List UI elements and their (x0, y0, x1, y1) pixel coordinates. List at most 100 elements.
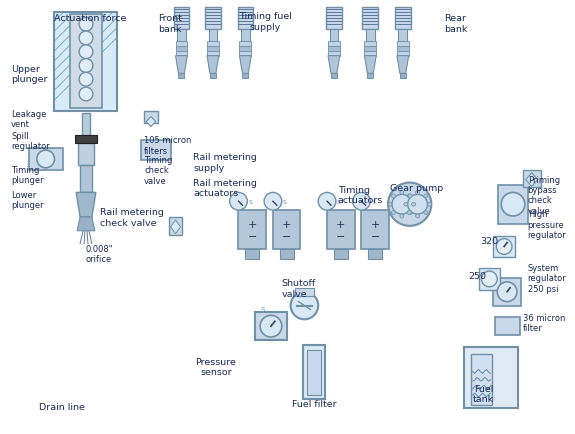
Polygon shape (328, 56, 340, 74)
Bar (367, 74, 373, 79)
Text: Drain line: Drain line (39, 402, 85, 411)
Bar (304, 345, 325, 399)
Text: Timing
check
valve: Timing check valve (144, 156, 172, 185)
Text: S: S (283, 199, 287, 204)
Bar (175, 52, 187, 56)
Bar (239, 42, 251, 47)
Circle shape (427, 203, 431, 207)
Bar (78, 144, 94, 165)
Text: S: S (248, 199, 252, 204)
Circle shape (37, 151, 55, 168)
Circle shape (424, 211, 428, 215)
Bar (493, 278, 521, 306)
Text: System
regulator
250 psi: System regulator 250 psi (528, 263, 566, 293)
Text: +: + (336, 219, 346, 229)
Bar (328, 47, 340, 52)
Bar (243, 74, 248, 79)
Circle shape (79, 88, 93, 102)
Text: 320: 320 (481, 237, 499, 246)
Bar (331, 74, 337, 79)
Bar (174, 8, 189, 30)
Circle shape (352, 193, 370, 210)
Polygon shape (207, 56, 219, 74)
Bar (498, 185, 528, 224)
Text: Timing
actuators: Timing actuators (338, 185, 383, 204)
Circle shape (408, 211, 412, 215)
Bar (308, 350, 321, 395)
Bar (237, 8, 253, 30)
Circle shape (392, 194, 396, 198)
Text: S: S (371, 199, 375, 204)
Polygon shape (365, 56, 376, 74)
Circle shape (290, 292, 318, 319)
Text: Gear pump: Gear pump (390, 184, 443, 193)
Bar (209, 30, 217, 42)
Text: Spill
regulator: Spill regulator (12, 131, 50, 151)
Text: Fuel filter: Fuel filter (292, 399, 336, 408)
Text: −: − (248, 231, 257, 241)
Bar (523, 171, 540, 188)
Circle shape (497, 282, 517, 302)
Circle shape (388, 203, 392, 207)
Bar (334, 250, 348, 260)
Circle shape (400, 214, 404, 218)
Text: Timing
plunger: Timing plunger (12, 166, 44, 185)
Bar (471, 354, 492, 405)
Circle shape (229, 193, 247, 210)
Bar (362, 8, 378, 30)
Polygon shape (239, 56, 251, 74)
Bar (493, 236, 515, 258)
Bar (178, 74, 185, 79)
Circle shape (79, 32, 93, 46)
Circle shape (501, 193, 525, 217)
Bar (175, 42, 187, 47)
Bar (168, 217, 182, 235)
Circle shape (408, 194, 412, 198)
Text: +: + (248, 219, 257, 229)
Polygon shape (76, 193, 96, 217)
Text: Timing fuel
supply: Timing fuel supply (239, 12, 292, 32)
Bar (53, 13, 117, 112)
Bar (329, 30, 338, 42)
Bar (53, 13, 117, 112)
Circle shape (400, 191, 404, 195)
Circle shape (79, 18, 93, 32)
Bar (326, 8, 342, 30)
Circle shape (481, 272, 497, 287)
Text: S: S (337, 199, 341, 204)
Text: +: + (282, 219, 292, 229)
Text: Rail metering
supply: Rail metering supply (193, 153, 257, 172)
Polygon shape (175, 56, 187, 74)
Text: Pressure
sensor: Pressure sensor (196, 357, 236, 376)
Bar (464, 347, 518, 408)
Bar (177, 30, 186, 42)
Text: Rail metering
actuators: Rail metering actuators (193, 178, 257, 198)
Bar (207, 47, 219, 52)
Text: Front
bank: Front bank (158, 14, 182, 34)
Bar (397, 52, 409, 56)
Circle shape (407, 194, 411, 198)
Text: +: + (370, 219, 380, 229)
Circle shape (260, 316, 282, 337)
Circle shape (392, 195, 412, 214)
Text: Rear
bank: Rear bank (444, 14, 467, 34)
Bar (495, 318, 520, 335)
Bar (294, 288, 315, 296)
Bar (400, 74, 406, 79)
Circle shape (392, 211, 396, 215)
Bar (365, 52, 376, 56)
Circle shape (416, 214, 420, 218)
Circle shape (388, 183, 431, 226)
Bar (362, 210, 389, 250)
Circle shape (408, 195, 427, 214)
Circle shape (424, 194, 428, 198)
Text: 105 micron
filters: 105 micron filters (144, 136, 191, 155)
Text: Actuation force: Actuation force (53, 14, 126, 23)
Bar (144, 112, 158, 123)
Bar (207, 52, 219, 56)
Bar (205, 8, 221, 30)
Text: −: − (336, 231, 346, 241)
Circle shape (496, 239, 512, 255)
Text: Lower
plunger: Lower plunger (12, 190, 44, 210)
Text: 0.008"
orifice: 0.008" orifice (85, 244, 113, 263)
